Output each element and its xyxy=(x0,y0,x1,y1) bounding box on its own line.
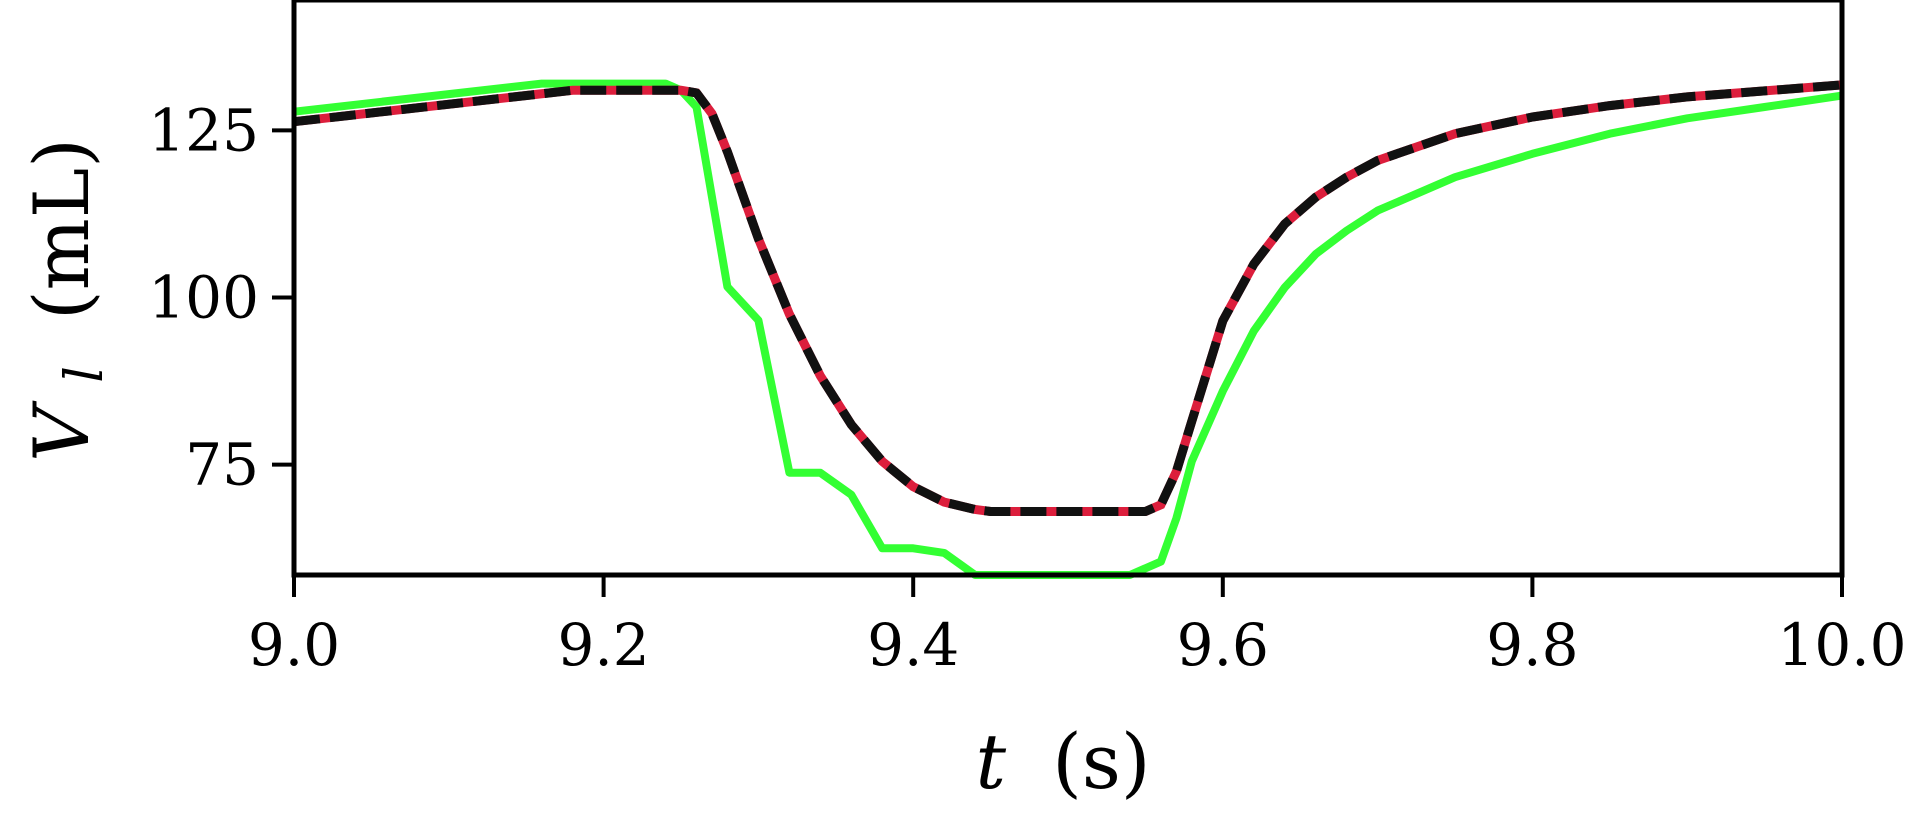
x-tick-label: 9.0 xyxy=(248,611,340,679)
x-axis-unit: (s) xyxy=(1052,717,1150,806)
y-tick-label: 75 xyxy=(185,431,259,499)
x-tick-label: 10.0 xyxy=(1777,611,1906,679)
plot-frame xyxy=(291,0,1845,578)
x-tick-label: 9.8 xyxy=(1486,611,1578,679)
y-tick-label: 100 xyxy=(148,264,259,332)
y-axis-variable: V xyxy=(17,400,106,462)
series-1-line xyxy=(293,79,1843,579)
series-2-underlay xyxy=(293,80,1843,516)
y-axis-unit: (mL) xyxy=(17,138,106,320)
y-tick-label: 125 xyxy=(148,96,259,164)
x-axis-label: t (s) xyxy=(975,717,1150,806)
series-layer xyxy=(293,79,1843,579)
series-0-line xyxy=(293,81,1843,515)
y-axis-subscript: l xyxy=(55,366,115,383)
y-axis: 75 100 125 xyxy=(148,96,294,499)
x-axis: 9.0 9.2 9.4 9.6 9.8 10.0 xyxy=(248,575,1907,679)
series-2-line xyxy=(293,80,1843,516)
x-tick-label: 9.4 xyxy=(867,611,959,679)
x-tick-label: 9.2 xyxy=(557,611,649,679)
x-axis-variable: t xyxy=(975,717,1006,806)
x-tick-label: 9.6 xyxy=(1177,611,1269,679)
y-axis-label: V l (mL) xyxy=(17,138,120,462)
